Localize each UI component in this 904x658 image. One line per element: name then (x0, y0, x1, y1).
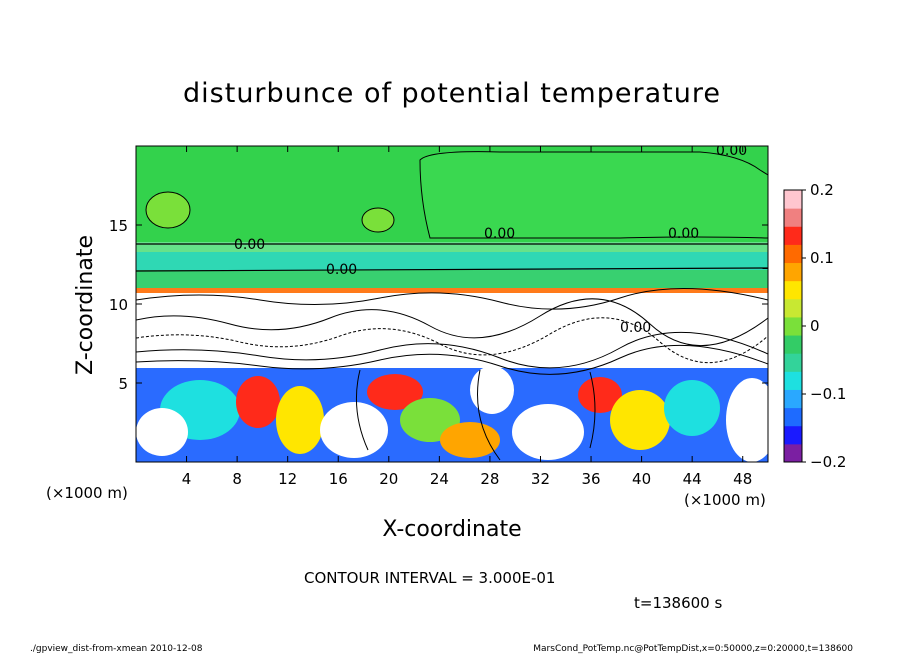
contour-label: 0.00 (620, 320, 651, 336)
x-tick-label: 36 (581, 470, 600, 488)
colorbar-segment (784, 316, 802, 336)
contour-upper-right (419, 151, 768, 239)
field-light-band (136, 242, 768, 252)
footer-left: ./gpview_dist-from-xmean 2010-12-08 (30, 644, 203, 654)
blob-yellow (440, 422, 500, 458)
blob-red (578, 377, 622, 413)
x-tick-label: 12 (278, 470, 297, 488)
colorbar-tick-label: −0.1 (810, 385, 846, 403)
contour-lower-1 (355, 369, 369, 451)
colorbar (784, 190, 802, 463)
colorbar-ticks: 0.2 0.1 0 −0.1 −0.2 (802, 181, 846, 471)
x-tick-label: 48 (733, 470, 752, 488)
colorbar-segment (784, 226, 802, 245)
blob-red (236, 376, 280, 428)
x-axis: 4 8 12 16 20 24 28 32 36 40 44 48 (182, 146, 752, 488)
colorbar-tick-label: 0.1 (810, 249, 834, 267)
blob-upper-left (145, 191, 191, 229)
blob-white (470, 366, 514, 414)
blob-red (367, 374, 423, 410)
x-tick-label: 32 (531, 470, 550, 488)
y-tick-label: 15 (109, 217, 128, 235)
colorbar-segment (784, 425, 802, 445)
x-axis-title: X-coordinate (382, 517, 521, 542)
x-tick-label: 8 (232, 470, 242, 488)
contour-zero-lower (136, 267, 768, 272)
contour-lower-3 (589, 371, 596, 449)
colorbar-segment (784, 389, 802, 409)
blob-cyan (664, 380, 720, 436)
blob-white (726, 378, 768, 462)
colorbar-segment (784, 407, 802, 427)
field-mid-band (136, 270, 768, 288)
footer-right: MarsCond_PotTemp.nc@PotTempDist,x=0:5000… (533, 644, 853, 654)
x-tick-label: 4 (182, 470, 192, 488)
x-tick-label: 40 (632, 470, 651, 488)
blob-yellow (276, 386, 324, 454)
y-tick-label: 10 (109, 296, 128, 314)
blob-white (512, 404, 584, 460)
time-label: t=138600 s (634, 594, 722, 612)
chart-title: disturbunce of potential temperature (183, 78, 721, 109)
colorbar-tick-label: −0.2 (810, 453, 846, 471)
x-tick-label: 24 (430, 470, 449, 488)
blob-white (320, 402, 388, 458)
y-tick-label: 5 (118, 375, 128, 393)
plot-area: 0.00 0.00 0.00 0.00 0.00 0.00 (136, 143, 768, 462)
contour-lower-2 (477, 369, 501, 461)
contour-label: 0.00 (668, 226, 699, 242)
contour-cluster-4 (136, 344, 768, 375)
y-axis: 5 10 15 (109, 217, 768, 393)
contour-label: 0.00 (234, 237, 265, 253)
blob-yellow (610, 390, 670, 450)
contour-cluster-3 (136, 331, 768, 369)
colorbar-tick-label: 0 (810, 317, 820, 335)
colorbar-segment (784, 371, 802, 390)
x-tick-label: 20 (379, 470, 398, 488)
colorbar-segment (784, 298, 802, 318)
contour-interval: CONTOUR INTERVAL = 3.000E-01 (304, 569, 555, 587)
contour-label: 0.00 (484, 226, 515, 242)
colorbar-segment (784, 335, 802, 354)
colorbar-segment (784, 190, 802, 209)
x-tick-label: 28 (480, 470, 499, 488)
contour-label: 0.00 (716, 143, 747, 159)
contour-cluster-top (136, 287, 768, 310)
colorbar-segment (784, 280, 802, 300)
colorbar-segment (784, 353, 802, 372)
field-cyan-band (136, 252, 768, 270)
contour-cluster-1 (136, 298, 768, 346)
blob-upper-mid (361, 207, 395, 233)
colorbar-segment (784, 443, 802, 463)
contour-label: 0.00 (326, 262, 357, 278)
field-white-layer (136, 293, 768, 368)
x-unit-right: (×1000 m) (684, 491, 766, 509)
x-tick-label: 44 (683, 470, 702, 488)
colorbar-segment (784, 244, 802, 264)
x-tick-label: 16 (329, 470, 348, 488)
colorbar-tick-label: 0.2 (810, 181, 834, 199)
field-orange-line (136, 288, 768, 293)
colorbar-segment (784, 208, 802, 227)
y-axis-title: Z-coordinate (73, 235, 98, 375)
colorbar-segment (784, 262, 802, 282)
x-unit-left: (×1000 m) (46, 484, 128, 502)
blob-white (136, 408, 188, 456)
